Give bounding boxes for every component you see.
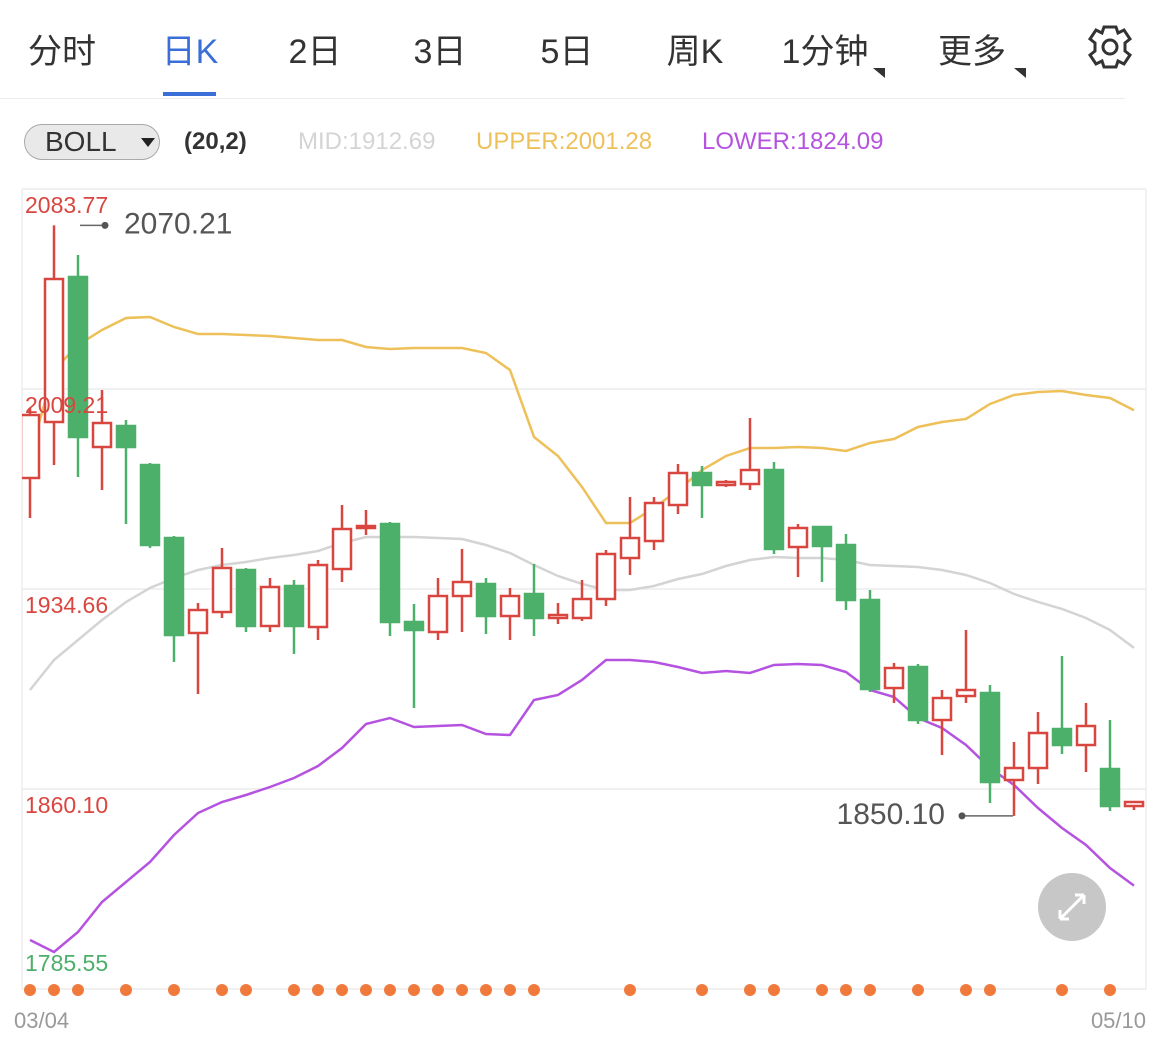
x-tick-label: 05/10: [1091, 1008, 1146, 1033]
candle-body: [931, 696, 953, 722]
tab[interactable]: 5日: [540, 33, 594, 71]
annotation-dot: [101, 221, 109, 229]
dropdown-arrow: [1014, 68, 1026, 78]
annotation-dot: [958, 812, 966, 820]
candle-body: [811, 525, 833, 548]
candle-body: [1099, 767, 1121, 808]
candle-body: [259, 585, 281, 628]
dropdown-arrow: [141, 138, 155, 147]
candle-body: [619, 536, 641, 560]
tab[interactable]: 周K: [666, 33, 724, 71]
candle-body: [22, 413, 41, 480]
tab-bar: 分时 日K 2日 3日 5日 周K 1分钟 更多: [0, 0, 1125, 99]
candle-body: [499, 594, 521, 618]
active-underline: [163, 92, 216, 96]
candle-body: [211, 566, 233, 614]
candle-body: [43, 277, 65, 424]
y-tick-label: 2083.77: [25, 192, 108, 218]
candle-body: [571, 597, 593, 620]
candle-body: [715, 480, 737, 487]
candle-body: [1123, 800, 1145, 808]
candle-body: [979, 691, 1001, 784]
candle-body: [139, 463, 161, 547]
band-line: [28, 315, 1135, 525]
band-line: [29, 658, 1135, 954]
candle-body: [1003, 766, 1025, 782]
candle-body: [187, 608, 209, 635]
candle-body: [163, 536, 185, 637]
y-tick-label: 1785.55: [25, 950, 108, 976]
candle-body: [739, 468, 761, 486]
candle-body: [667, 471, 689, 507]
candle-body: [787, 526, 809, 549]
indicator-params: (20,2): [184, 128, 247, 155]
candle-body: [475, 582, 497, 618]
candle-body: [379, 522, 401, 624]
candle-body: [547, 613, 569, 620]
candle-body: [523, 592, 545, 620]
legend-entry: MID:1912.69: [298, 128, 436, 155]
candle-body: [91, 421, 113, 449]
expand-button[interactable]: [1038, 873, 1106, 941]
tab[interactable]: 更多: [938, 33, 1006, 71]
candle-body: [355, 524, 377, 530]
indicator-name: BOLL: [45, 126, 117, 157]
candle-body: [763, 468, 785, 551]
tab[interactable]: 2日: [288, 33, 342, 71]
candle-body: [331, 527, 353, 571]
candle-body: [883, 666, 905, 690]
candle-body: [907, 665, 929, 722]
settings-icon[interactable]: [1087, 25, 1133, 69]
event-dots: [24, 984, 1116, 996]
candle-body: [67, 275, 89, 439]
candle-body: [643, 501, 665, 543]
candle-body: [235, 568, 257, 628]
candle-body: [451, 580, 473, 598]
candle-body: [1051, 727, 1073, 747]
candle-body: [1027, 731, 1049, 770]
tab[interactable]: 1分钟: [781, 33, 869, 71]
y-tick-label: 1934.66: [25, 592, 108, 618]
candle-body: [1075, 724, 1097, 747]
candle-body: [835, 543, 857, 602]
indicator-select[interactable]: BOLL: [24, 124, 160, 160]
candle-body: [115, 424, 137, 449]
tab[interactable]: 分时: [28, 33, 96, 71]
tab[interactable]: 3日: [413, 33, 467, 71]
candle-body: [283, 584, 305, 628]
candle-body: [691, 471, 713, 487]
candle-body: [307, 563, 329, 629]
legend-entry: LOWER:1824.09: [702, 128, 884, 155]
legend-entry: UPPER:2001.28: [476, 128, 653, 155]
annotation-label: 2070.21: [124, 207, 232, 240]
annotation-label: 1850.10: [837, 798, 945, 831]
dropdown-arrow: [873, 68, 885, 78]
candle-body: [403, 620, 425, 632]
candle-body: [427, 594, 449, 634]
x-tick-label: 03/04: [14, 1008, 69, 1033]
candle-body: [955, 688, 977, 698]
candle-body: [859, 598, 881, 691]
tab[interactable]: 日K: [161, 33, 219, 71]
y-tick-label: 1860.10: [25, 792, 108, 818]
y-tick-label: 2009.21: [25, 392, 108, 418]
candle-body: [595, 552, 617, 601]
